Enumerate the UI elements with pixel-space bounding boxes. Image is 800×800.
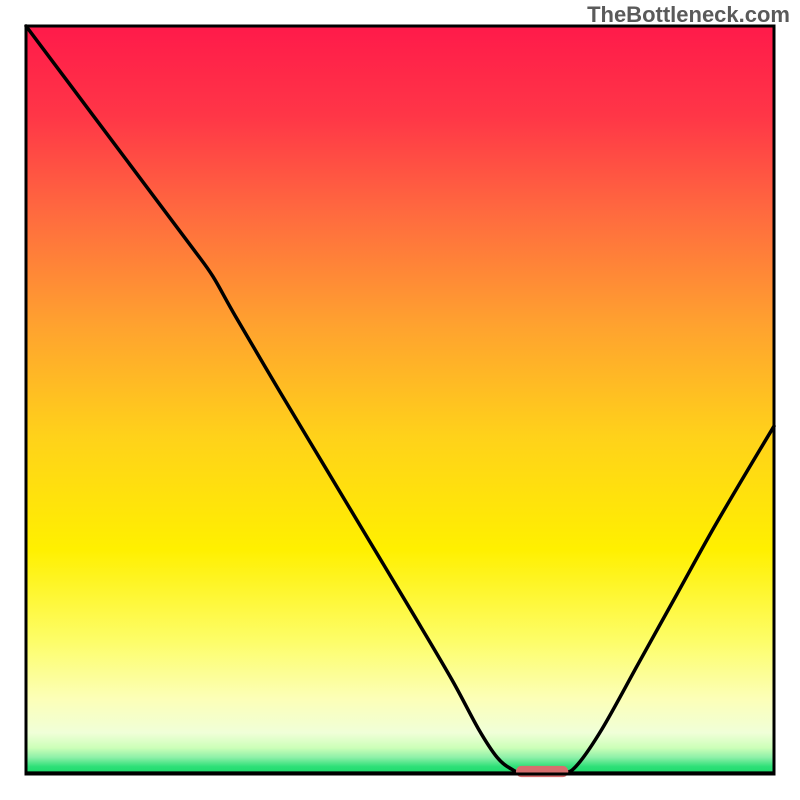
chart-container: TheBottleneck.com bbox=[0, 0, 800, 800]
bottleneck-chart bbox=[0, 0, 800, 800]
plot-background bbox=[26, 26, 774, 774]
watermark-text: TheBottleneck.com bbox=[587, 2, 790, 28]
